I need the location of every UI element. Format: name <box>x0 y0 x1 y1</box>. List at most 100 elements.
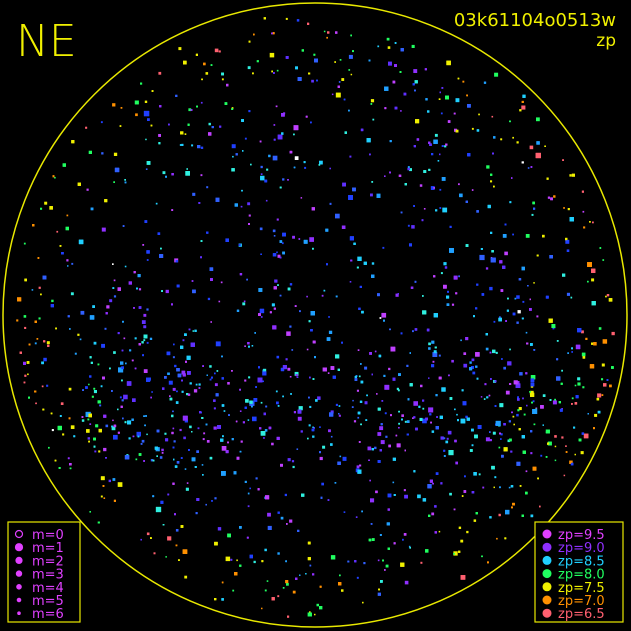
star <box>50 412 53 415</box>
magnitude-swatch <box>17 611 21 616</box>
star <box>379 534 382 536</box>
star <box>383 374 386 377</box>
star <box>444 266 448 269</box>
star <box>365 419 368 421</box>
star <box>556 340 559 342</box>
star <box>304 166 307 169</box>
star <box>471 189 474 191</box>
star <box>511 411 513 414</box>
star <box>441 177 446 181</box>
star <box>567 352 569 354</box>
star <box>472 371 476 375</box>
star <box>244 137 247 140</box>
star <box>182 549 188 554</box>
star <box>582 386 585 389</box>
magnitude-label: m=1 <box>32 541 64 556</box>
star <box>133 271 136 274</box>
star <box>181 370 186 375</box>
star <box>492 152 494 155</box>
star <box>394 42 397 44</box>
star <box>410 286 414 289</box>
star <box>281 132 284 135</box>
star <box>220 438 224 442</box>
star <box>297 529 300 532</box>
star <box>384 86 389 91</box>
star <box>213 399 216 402</box>
star <box>581 432 585 435</box>
star <box>202 365 204 367</box>
star <box>522 94 526 98</box>
star <box>314 356 316 359</box>
star <box>403 92 407 96</box>
star <box>298 406 303 411</box>
star <box>427 484 432 489</box>
star <box>362 601 364 604</box>
star <box>93 390 97 394</box>
star <box>37 257 40 259</box>
star <box>394 106 398 110</box>
star <box>268 426 272 430</box>
star <box>389 171 391 174</box>
star <box>536 141 540 145</box>
star <box>611 331 615 336</box>
star <box>505 509 510 515</box>
zp-label: zp=9.0 <box>558 541 605 556</box>
star <box>207 297 211 301</box>
star <box>476 377 479 380</box>
star <box>168 123 170 126</box>
star <box>455 129 459 133</box>
star <box>145 168 148 170</box>
star <box>503 423 506 426</box>
star <box>57 425 62 431</box>
star <box>241 119 244 122</box>
star <box>371 262 375 265</box>
star <box>88 440 90 443</box>
star <box>577 328 582 333</box>
star <box>60 402 64 405</box>
star <box>388 367 391 371</box>
star <box>525 491 528 495</box>
star <box>206 231 209 234</box>
star <box>287 458 291 462</box>
star <box>490 231 493 234</box>
star <box>17 297 22 302</box>
star <box>601 363 605 367</box>
star <box>312 340 316 344</box>
star <box>533 207 536 210</box>
star <box>267 512 271 517</box>
star <box>446 437 449 440</box>
star <box>389 328 391 331</box>
star <box>400 332 403 335</box>
star <box>143 369 148 373</box>
star <box>469 367 473 371</box>
star <box>398 174 402 177</box>
star <box>388 444 391 448</box>
star <box>171 173 174 176</box>
star <box>469 449 473 452</box>
star <box>380 440 385 445</box>
star <box>171 414 174 418</box>
star <box>301 493 305 497</box>
star <box>402 538 404 541</box>
star <box>443 437 446 440</box>
star <box>136 287 138 290</box>
star <box>348 69 351 71</box>
star <box>358 375 361 378</box>
star <box>476 210 479 213</box>
star <box>435 472 439 475</box>
star <box>425 549 429 553</box>
star <box>545 456 548 458</box>
star <box>438 376 442 380</box>
star <box>300 430 303 433</box>
star <box>327 499 330 501</box>
star <box>28 396 30 399</box>
star <box>77 182 81 186</box>
star <box>314 58 318 63</box>
star <box>349 155 352 158</box>
star <box>379 426 384 431</box>
zp-swatch <box>542 595 552 605</box>
star <box>77 333 80 336</box>
star <box>277 595 280 598</box>
star <box>571 347 573 350</box>
star <box>375 490 378 494</box>
